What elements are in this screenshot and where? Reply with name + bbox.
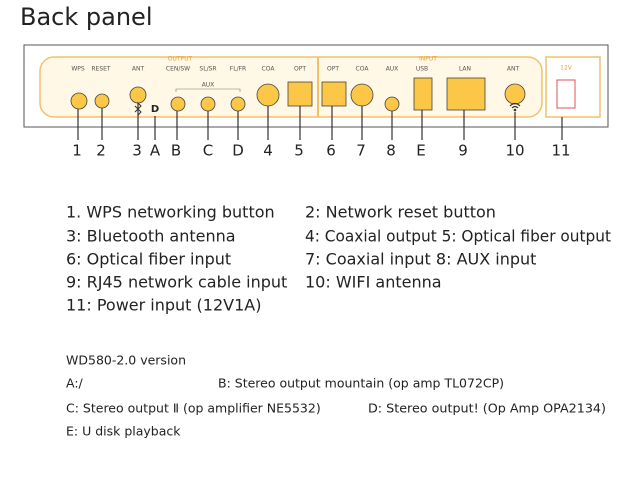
port-label: FL/FR [230, 66, 246, 73]
note: D: Stereo output! (Op Amp OPA2134) [368, 401, 606, 416]
port [287, 81, 313, 107]
callout: 7 [356, 142, 366, 160]
port [230, 96, 246, 112]
port-label: USB [416, 66, 428, 73]
legend-item: 1. WPS networking button [66, 203, 275, 222]
callout: D [232, 142, 244, 160]
port-label: RESET [91, 66, 111, 73]
callouts: 1 2 3 A B C D 4 5 6 7 8 E 9 10 11 [72, 142, 570, 160]
port-label: OPT [294, 66, 306, 73]
port [413, 77, 433, 111]
notes-title: WD580-2.0 version [66, 353, 186, 368]
port-label: WPS [71, 66, 85, 73]
legend-item: 10: WIFI antenna [305, 273, 442, 292]
port [94, 93, 110, 109]
port [129, 86, 147, 104]
group-label: INPUT [419, 56, 437, 63]
port [384, 96, 400, 112]
bt-mark: D [151, 104, 159, 115]
port-label: SL/SR [199, 66, 216, 73]
notes: WD580-2.0 version A:/ B: Stereo output m… [66, 353, 606, 439]
port-label: COA [262, 66, 276, 73]
callout: A [150, 142, 161, 160]
port-label: ANT [507, 66, 520, 73]
note: C: Stereo output Ⅱ (op amplifier NE5532) [66, 401, 321, 416]
wifi-icon [509, 102, 521, 109]
port-label: COA [356, 66, 370, 73]
port-labels: WPS RESET ANT CEN/SW SL/SR FL/FR COA OPT… [71, 66, 519, 73]
ports: D [70, 77, 526, 117]
aux-bracket [175, 88, 241, 92]
port [200, 96, 216, 112]
callout: E [416, 142, 425, 160]
callout: B [171, 142, 181, 160]
port [256, 83, 280, 107]
power-label: 12V [560, 65, 573, 72]
callout: 5 [294, 142, 304, 160]
legend-item: 3: Bluetooth antenna [66, 227, 236, 246]
port [321, 81, 347, 107]
port [446, 77, 486, 111]
legend: 1. WPS networking button 2: Network rese… [66, 203, 611, 315]
port [170, 96, 186, 112]
callout: 10 [505, 142, 524, 160]
port-label: AUX [386, 66, 399, 73]
callout: 8 [386, 142, 396, 160]
leaders [77, 103, 563, 140]
port [70, 92, 88, 110]
port [504, 83, 526, 105]
port-label: LAN [459, 66, 471, 73]
port-label: OPT [327, 66, 339, 73]
legend-item: 7: Coaxial input 8: AUX input [305, 250, 536, 269]
port-label: CEN/SW [166, 66, 190, 73]
callout: 2 [96, 142, 106, 160]
callout: 11 [551, 142, 570, 160]
legend-item: 2: Network reset button [305, 203, 496, 222]
callout: 9 [458, 142, 468, 160]
group-label: AUX [202, 82, 215, 89]
callout: 4 [263, 142, 273, 160]
note: B: Stereo output mountain (op amp TL072C… [218, 376, 504, 391]
legend-item: 6: Optical fiber input [66, 250, 231, 269]
callout: 6 [326, 142, 336, 160]
port-label: ANT [132, 66, 145, 73]
power-socket [556, 79, 576, 109]
port [350, 83, 374, 107]
note: E: U disk playback [66, 424, 181, 439]
wifi-icon [513, 108, 517, 112]
legend-item: 9: RJ45 network cable input [66, 273, 287, 292]
group-label: OUTPUT [168, 56, 193, 63]
callout: 1 [72, 142, 82, 160]
legend-item: 11: Power input (12V1A) [66, 296, 261, 315]
legend-item: 4: Coaxial output 5: Optical fiber outpu… [305, 227, 611, 246]
note: A:/ [66, 376, 84, 391]
callout: 3 [132, 142, 142, 160]
callout: C [203, 142, 213, 160]
title: Back panel [20, 3, 152, 31]
